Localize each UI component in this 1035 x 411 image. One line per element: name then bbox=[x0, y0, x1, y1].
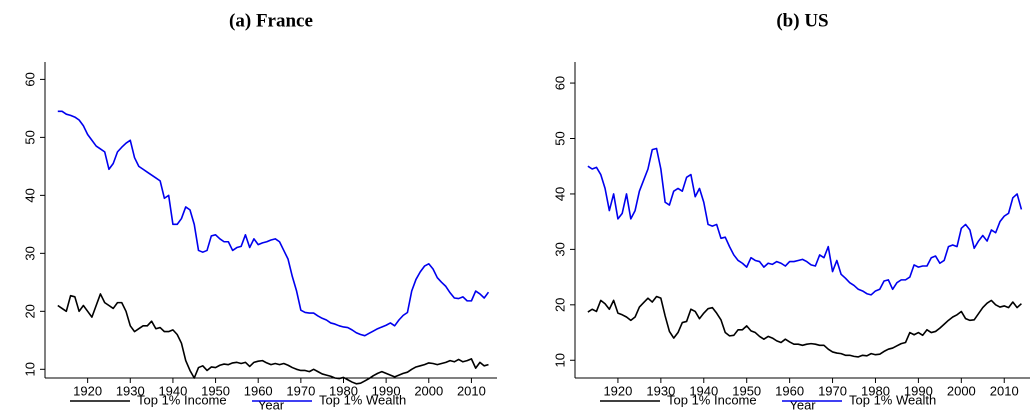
y-tick-label: 50 bbox=[552, 131, 567, 145]
legend-label: Top 1% Income bbox=[667, 392, 757, 407]
chart-title: (a) France bbox=[229, 10, 313, 31]
x-tick-label: 1990 bbox=[904, 383, 933, 398]
x-tick-label: 1960 bbox=[775, 383, 804, 398]
y-tick-label: 50 bbox=[22, 130, 37, 144]
y-tick-label: 10 bbox=[552, 353, 567, 367]
y-tick-label: 40 bbox=[552, 187, 567, 201]
x-tick-label: 1930 bbox=[116, 383, 145, 398]
y-tick-label: 10 bbox=[22, 362, 37, 376]
x-tick-label: 1950 bbox=[732, 383, 761, 398]
x-tick-label: 1980 bbox=[329, 383, 358, 398]
x-tick-label: 1980 bbox=[861, 383, 890, 398]
y-tick-label: 20 bbox=[22, 304, 37, 318]
x-tick-label: 1960 bbox=[244, 383, 273, 398]
legend-label: Top 1% Income bbox=[137, 392, 227, 407]
x-axis-label: Year bbox=[258, 397, 285, 411]
x-tick-label: 2000 bbox=[414, 383, 443, 398]
x-tick-label: 1920 bbox=[603, 383, 632, 398]
x-tick-label: 1930 bbox=[646, 383, 675, 398]
y-tick-label: 60 bbox=[552, 76, 567, 90]
series-line bbox=[57, 110, 490, 337]
y-tick-label: 40 bbox=[22, 188, 37, 202]
x-tick-label: 1990 bbox=[372, 383, 401, 398]
series-line bbox=[587, 147, 1023, 296]
legend-label: Top 1% Wealth bbox=[849, 392, 936, 407]
series-line bbox=[587, 295, 1022, 358]
x-axis-label: Year bbox=[789, 397, 816, 411]
x-tick-label: 2010 bbox=[457, 383, 486, 398]
y-tick-label: 30 bbox=[22, 246, 37, 260]
legend-label: Top 1% Wealth bbox=[319, 392, 406, 407]
x-tick-label: 1970 bbox=[286, 383, 315, 398]
y-tick-label: 60 bbox=[22, 72, 37, 86]
x-tick-label: 1950 bbox=[201, 383, 230, 398]
x-tick-label: 1940 bbox=[689, 383, 718, 398]
x-tick-label: 1920 bbox=[73, 383, 102, 398]
x-tick-label: 1940 bbox=[158, 383, 187, 398]
chart-title: (b) US bbox=[776, 10, 828, 31]
x-tick-label: 2000 bbox=[947, 383, 976, 398]
y-tick-label: 20 bbox=[552, 298, 567, 312]
x-tick-label: 2010 bbox=[990, 383, 1019, 398]
series-line bbox=[57, 293, 489, 385]
y-tick-label: 30 bbox=[552, 242, 567, 256]
x-tick-label: 1970 bbox=[818, 383, 847, 398]
